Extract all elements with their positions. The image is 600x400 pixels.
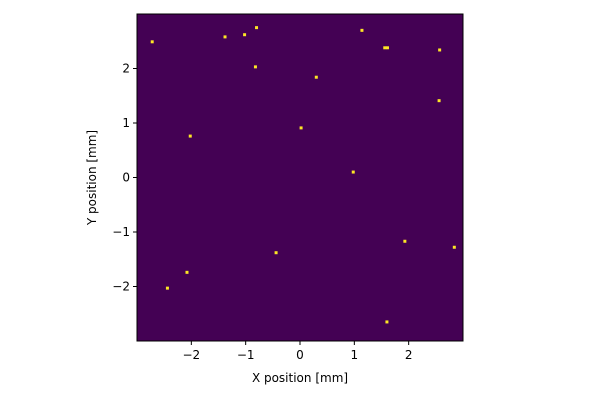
x-tick-label: 2	[405, 348, 413, 362]
x-tick-label: −2	[182, 348, 200, 362]
hit-pixel	[274, 251, 278, 255]
hit-pixel	[383, 46, 387, 50]
hit-pixel	[314, 75, 318, 79]
hit-pixel	[223, 35, 227, 39]
hit-pixel	[255, 26, 259, 30]
x-axis-label: X position [mm]	[252, 371, 348, 385]
hit-pixel	[351, 170, 355, 174]
hit-pixel	[253, 65, 257, 69]
y-axis-label: Y position [mm]	[85, 130, 99, 226]
hit-pixel	[385, 320, 389, 324]
y-tick-label: 0	[122, 171, 130, 185]
x-tick-label: 0	[296, 348, 304, 362]
y-tick-label: 1	[122, 116, 130, 130]
hit-pixel	[438, 48, 442, 52]
hits-layer	[150, 26, 456, 324]
hit-pixel	[243, 33, 247, 37]
y-tick-label: −1	[112, 225, 130, 239]
hit-pixel	[452, 245, 456, 249]
hit-pixel	[165, 286, 169, 290]
hit-pixel	[150, 40, 154, 44]
y-tick-label: 2	[122, 62, 130, 76]
x-tick-label: −1	[237, 348, 255, 362]
y-axis: −2 −1 0 1 2	[112, 62, 137, 294]
hit-pixel	[403, 239, 407, 243]
hit-pixel	[385, 46, 389, 50]
hit-pixel	[437, 99, 441, 103]
hit-pixel	[185, 270, 189, 274]
y-tick-label: −2	[112, 280, 130, 294]
x-axis: −2 −1 0 1 2	[182, 341, 412, 362]
x-tick-label: 1	[351, 348, 359, 362]
hit-pixel	[188, 134, 192, 138]
hit-pixel	[360, 28, 364, 32]
plot-area	[137, 14, 463, 341]
hit-pixel	[299, 126, 303, 130]
